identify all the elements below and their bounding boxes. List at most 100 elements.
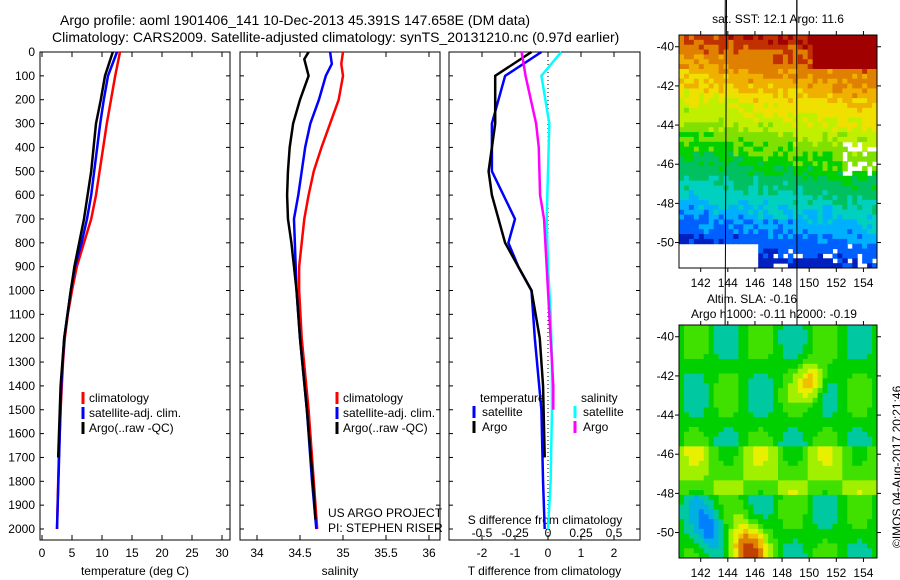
map-cell: [743, 407, 749, 413]
map-cell: [832, 524, 838, 530]
map-cell: [787, 204, 794, 211]
map-cell: [679, 441, 685, 447]
map-cell: [807, 494, 814, 501]
map-cell: [827, 175, 833, 182]
map-cell: [753, 88, 759, 94]
map-cell: [738, 117, 744, 123]
map-cell: [867, 35, 873, 41]
y-tick-label: 1100: [9, 307, 35, 321]
map-cell: [842, 358, 848, 365]
map-cell: [847, 480, 853, 486]
map-cell: [792, 132, 799, 138]
map-cell: [827, 344, 833, 350]
map-cell: [857, 219, 863, 225]
map-cell: [688, 417, 695, 423]
map-cell: [857, 151, 863, 157]
map-cell: [797, 460, 804, 467]
map-cell: [703, 73, 710, 80]
map-cell: [738, 59, 744, 65]
map-cell: [728, 234, 734, 240]
map-cell: [743, 73, 749, 80]
map-cell: [748, 451, 754, 457]
map-cell: [802, 446, 809, 452]
map-cell: [832, 538, 838, 544]
map-cell: [812, 151, 819, 157]
map-cell: [807, 451, 814, 457]
map-lat-label: -50: [657, 236, 675, 250]
map-cell: [822, 88, 828, 94]
map-cell: [713, 136, 720, 143]
map-cell: [847, 349, 853, 355]
map-cell: [852, 329, 858, 336]
map-cell: [852, 383, 858, 389]
map-cell: [738, 175, 744, 182]
map-cell: [792, 195, 799, 201]
map-cell: [738, 538, 744, 544]
map-cell: [842, 509, 848, 515]
map-cell: [827, 524, 833, 530]
map-cell: [797, 151, 804, 157]
map-cell: [753, 214, 759, 220]
map-cell: [807, 190, 814, 196]
map-cell: [832, 441, 838, 447]
map-cell: [842, 402, 848, 409]
map-cell: [802, 83, 809, 89]
map-cell: [718, 548, 725, 554]
map1-title: sat. SST: 12.1 Argo: 11.6: [712, 12, 844, 26]
map-cell: [713, 112, 720, 119]
map-cell: [713, 504, 720, 510]
map-cell: [782, 373, 789, 379]
map-cell: [758, 504, 764, 510]
map-cell: [703, 490, 710, 496]
map-cell: [787, 117, 794, 123]
map-cell: [728, 146, 734, 152]
map-cell: [787, 64, 794, 70]
map-cell: [778, 499, 784, 506]
map-cell: [837, 451, 843, 457]
map-cell: [812, 214, 819, 220]
map-cell: [857, 363, 863, 370]
map-cell: [703, 136, 710, 143]
map-cell: [733, 166, 739, 172]
map-cell: [778, 509, 784, 515]
map-cell: [792, 524, 799, 530]
map-cell: [827, 499, 833, 506]
map-cell: [708, 528, 715, 535]
map-cell: [817, 64, 824, 70]
map-cell: [847, 354, 853, 360]
map-cell: [812, 253, 819, 259]
map-cell: [703, 499, 710, 506]
map-cell: [792, 214, 799, 220]
map-cell: [679, 548, 685, 554]
map-cell: [827, 446, 833, 452]
map-cell: [827, 78, 833, 85]
map-cell: [778, 185, 784, 191]
map-cell: [862, 553, 868, 559]
map-cell: [718, 451, 725, 457]
map-cell: [862, 363, 868, 370]
map-cell: [857, 344, 863, 350]
map-cell: [718, 185, 725, 191]
map-cell: [832, 44, 838, 51]
map-cell: [792, 248, 799, 254]
map-cell: [837, 490, 843, 496]
map-cell: [827, 93, 833, 99]
map-cell: [753, 412, 759, 418]
map-cell: [792, 528, 799, 535]
map-cell: [842, 219, 848, 225]
map-cell: [782, 499, 789, 506]
map-cell: [842, 407, 848, 413]
map-cell: [703, 514, 710, 520]
map-cell: [792, 460, 799, 467]
map-cell: [728, 456, 734, 462]
map-cell: [708, 180, 715, 186]
map-cell: [847, 475, 853, 481]
map-cell: [837, 156, 843, 162]
map-cell: [763, 494, 769, 501]
map-cell: [703, 161, 710, 167]
map-cell: [693, 490, 700, 496]
map-cell: [743, 368, 749, 375]
map-cell: [787, 504, 794, 510]
x-tick-label: -1: [510, 546, 521, 560]
map-cell: [778, 436, 784, 442]
